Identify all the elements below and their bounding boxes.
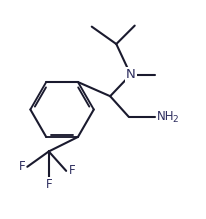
Text: F: F xyxy=(46,178,52,191)
Text: F: F xyxy=(69,164,76,177)
Text: 2: 2 xyxy=(172,115,178,124)
Text: NH: NH xyxy=(157,110,175,123)
Text: F: F xyxy=(19,160,26,173)
Text: N: N xyxy=(126,68,136,81)
